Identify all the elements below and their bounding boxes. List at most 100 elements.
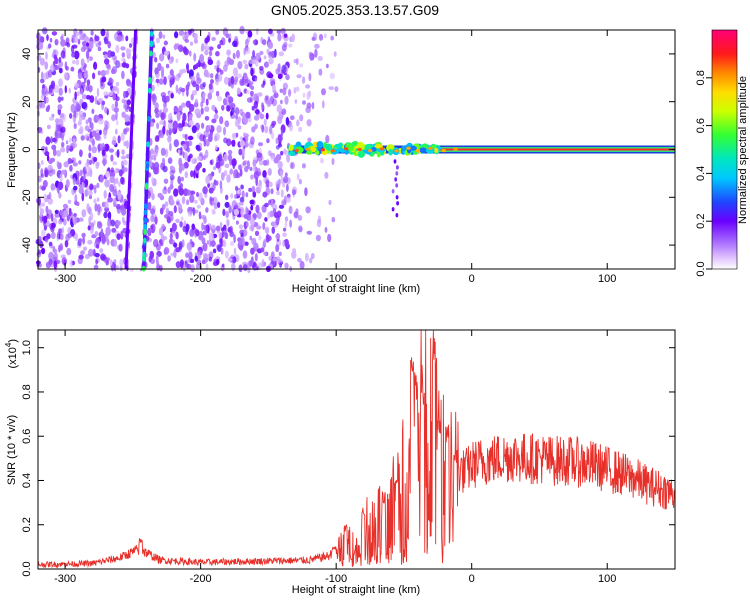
spectrogram-speckle — [50, 183, 56, 191]
spectrogram-speckle — [99, 248, 104, 253]
spectrogram-speckle — [88, 85, 93, 93]
spectrogram-speckle — [151, 228, 155, 234]
streak-line-left — [124, 29, 138, 270]
spectrogram-speckle — [120, 231, 124, 238]
spectrogram-speckle — [100, 228, 104, 237]
spectrogram-speckle — [109, 176, 115, 183]
spectrogram-speckle — [264, 217, 268, 222]
spectrogram-speckle — [214, 65, 218, 70]
spectrogram-speckle — [163, 178, 169, 184]
spectrogram-speckle — [198, 234, 204, 241]
spectrogram-speckle — [128, 106, 132, 112]
spectrogram-speckle — [284, 172, 288, 178]
colorbar-scale — [712, 30, 737, 269]
spectrogram-speckle — [291, 33, 296, 43]
spectrogram-speckle — [278, 178, 281, 188]
spectrogram-speckle — [175, 218, 180, 223]
spectrogram-speckle — [105, 170, 110, 178]
spectrogram-speckle — [167, 135, 172, 143]
spectrogram-speckle — [120, 46, 126, 51]
spectrogram-speckle — [67, 157, 72, 165]
spectrogram-speckle — [199, 54, 205, 63]
spectrogram-speckle — [246, 208, 249, 215]
spectrogram-speckle — [242, 116, 249, 125]
spectrogram-speckle — [273, 92, 279, 99]
colorbar-tick-label: 0.4 — [695, 166, 707, 181]
spectrogram-speckle — [121, 62, 127, 68]
spectrogram-speckle — [104, 69, 110, 75]
spectrogram-speckle — [104, 58, 110, 65]
spectrogram-speckle — [110, 154, 114, 162]
spectrogram-speckle — [221, 263, 225, 268]
spectrogram-speckle — [198, 192, 203, 202]
spectrogram-speckle — [41, 202, 45, 207]
spectrogram-speckle — [103, 120, 109, 127]
spectrogram-speckle — [190, 93, 194, 101]
spectrogram-speckle — [47, 198, 54, 205]
spectrogram-speckle — [103, 91, 109, 96]
spectrogram-speckle — [188, 113, 193, 121]
spectrogram-speckle — [179, 163, 185, 171]
spectrogram-speckle — [316, 219, 322, 228]
spectrogram-speckle — [255, 177, 258, 186]
snr-scale-base: (x104) — [4, 339, 19, 369]
spectrogram-speckle — [276, 29, 282, 34]
spectrogram-speckle — [196, 263, 199, 270]
spectrogram-speckle — [55, 118, 60, 124]
spectrogram-speckle — [84, 189, 89, 197]
spectrogram-speckle — [73, 213, 77, 217]
spectrogram-speckle — [91, 108, 95, 114]
spectrogram-speckle — [268, 256, 272, 261]
spectrogram-speckle — [96, 197, 100, 202]
spectrogram-speckle — [38, 197, 41, 206]
spectrogram-speckle — [258, 235, 262, 241]
spectrogram-speckle — [87, 117, 92, 123]
spectrogram-speckle — [42, 180, 48, 188]
spectrogram-speckle — [251, 237, 257, 245]
spectrogram-speckle — [185, 252, 189, 258]
spectrogram-speckle — [47, 124, 51, 130]
spectrogram-speckle — [182, 33, 186, 40]
spectrogram-speckle — [75, 31, 80, 37]
spectrogram-speckle — [80, 58, 85, 67]
spectrogram-speckle — [97, 203, 101, 213]
spectrogram-speckle — [121, 149, 125, 155]
spectrogram-speckle — [186, 263, 192, 270]
spectrogram-speckle — [150, 215, 155, 223]
spectrogram-speckle — [121, 70, 125, 80]
spectrogram-speckle — [225, 33, 230, 38]
spectrogram-speckle — [178, 187, 184, 196]
spectrogram-speckle — [95, 237, 101, 245]
spectrogram-speckle — [223, 98, 227, 106]
spectrogram-speckle — [114, 167, 118, 174]
spectrogram-speckle — [187, 211, 193, 217]
spectrogram-speckle — [295, 208, 299, 215]
spectrogram-speckle — [248, 262, 254, 267]
spectrogram-speckle — [238, 148, 243, 156]
spectrogram-speckle — [125, 35, 129, 42]
spectrogram-speckle — [177, 149, 181, 154]
spectrogram-speckle — [48, 251, 54, 261]
spectrogram-speckle — [60, 126, 66, 133]
spectrogram-speckle — [279, 162, 283, 169]
spectrogram-speckle — [200, 101, 204, 108]
spectrogram-speckle — [185, 189, 192, 196]
spectrogram-speckle — [53, 54, 57, 60]
spectrogram-speckle — [94, 231, 99, 237]
spectrogram-speckle — [213, 166, 217, 171]
spectrogram-speckle — [194, 108, 201, 116]
spectrogram-speckle — [315, 234, 321, 242]
spectrogram-speckle — [298, 178, 302, 185]
spectrogram-speckle — [324, 33, 327, 39]
spectrogram-speckle — [296, 173, 300, 181]
spectrogram-speckle — [78, 119, 82, 126]
streak-highlight — [144, 203, 148, 210]
carrier-hotspot — [415, 149, 421, 153]
spectrogram-speckle — [104, 124, 108, 131]
spectrogram-speckle — [118, 169, 123, 177]
spectrogram-speckle — [225, 250, 229, 259]
spectrogram-speckle — [154, 166, 160, 175]
spectrogram-speckle — [52, 245, 56, 253]
spectrogram-speckle — [299, 261, 305, 270]
